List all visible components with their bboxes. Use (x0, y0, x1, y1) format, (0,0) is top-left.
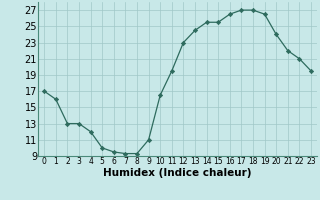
X-axis label: Humidex (Indice chaleur): Humidex (Indice chaleur) (103, 168, 252, 178)
